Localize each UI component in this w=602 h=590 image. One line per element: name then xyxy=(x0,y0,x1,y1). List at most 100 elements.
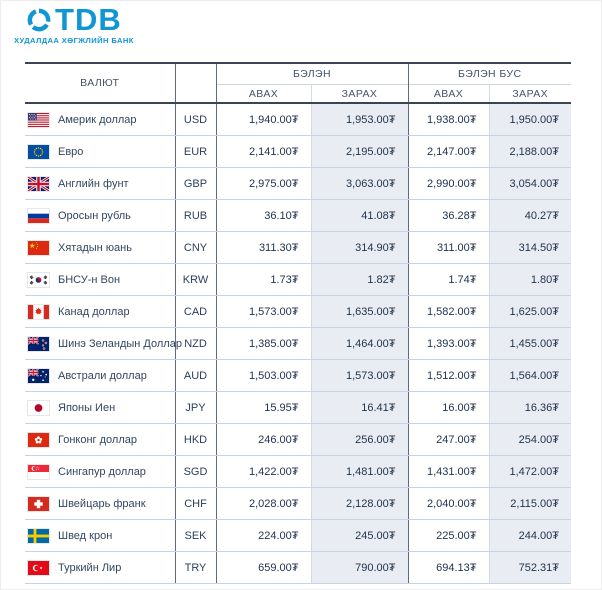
currency-row: Швейцарь франк CHF 2,028.00₮ 2,128.00₮ 2… xyxy=(25,487,572,520)
currency-row: Гонконг доллар HKD 246.00₮ 256.00₮ 247.0… xyxy=(25,423,572,456)
flag-australia-icon xyxy=(28,368,49,383)
cash-buy-rate: 1,385.00₮ xyxy=(216,327,311,360)
noncash-buy-rate: 1,582.00₮ xyxy=(407,295,489,328)
brand-tagline: ХУДАЛДАА ХӨГЖЛИЙН БАНК xyxy=(14,36,134,45)
cash-sell-rate: 1,573.00₮ xyxy=(310,359,408,392)
currency-name: БНСУ-н Вон xyxy=(58,273,121,286)
flag-sweden-icon xyxy=(28,528,49,543)
noncash-buy-rate: 247.00₮ xyxy=(407,423,489,456)
code-column-header xyxy=(174,63,217,103)
noncash-group-header: БЭЛЭН БУС xyxy=(407,63,572,85)
currency-name: Туркийн Лир xyxy=(58,561,122,574)
currency-row: Швед крон SEK 224.00₮ 245.00₮ 225.00₮ 24… xyxy=(25,519,572,552)
currency-row: БНСУ-н Вон KRW 1.73₮ 1.82₮ 1.74₮ 1.80₮ xyxy=(25,263,572,296)
noncash-buy-rate: 1,393.00₮ xyxy=(407,327,489,360)
brand-name: TDB xyxy=(55,2,122,37)
cash-buy-rate: 15.95₮ xyxy=(216,391,311,424)
cash-sell-rate: 245.00₮ xyxy=(310,519,408,552)
currency-name: Евро xyxy=(58,145,84,158)
currency-row: Японы Иен JPY 15.95₮ 16.41₮ 16.00₮ 16.36… xyxy=(25,391,572,424)
noncash-buy-rate: 1,431.00₮ xyxy=(407,455,489,488)
noncash-sell-rate: 3,054.00₮ xyxy=(488,167,572,200)
noncash-buy-rate: 225.00₮ xyxy=(407,519,489,552)
currency-code: TRY xyxy=(174,551,217,584)
cash-sell-rate: 314.90₮ xyxy=(310,231,408,264)
cash-buy-header: АВАХ xyxy=(216,84,311,103)
currency-name: Хятадын юань xyxy=(58,241,132,254)
noncash-sell-rate: 1,564.00₮ xyxy=(488,359,572,392)
currency-row: Шинэ Зеландын Доллар NZD 1,385.00₮ 1,464… xyxy=(25,327,572,360)
flag-switzerland-icon xyxy=(28,496,49,511)
currency-name: Америк доллар xyxy=(58,113,137,126)
cash-buy-rate: 2,028.00₮ xyxy=(216,487,311,520)
cash-sell-rate: 1,635.00₮ xyxy=(310,295,408,328)
noncash-buy-rate: 311.00₮ xyxy=(407,231,489,264)
cash-sell-rate: 1,481.00₮ xyxy=(310,455,408,488)
cash-buy-rate: 224.00₮ xyxy=(216,519,311,552)
currency-code: HKD xyxy=(174,423,217,456)
noncash-sell-rate: 1.80₮ xyxy=(488,263,572,296)
currency-code: AUD xyxy=(174,359,217,392)
currency-row: Америк доллар USD 1,940.00₮ 1,953.00₮ 1,… xyxy=(25,103,572,136)
noncash-sell-rate: 1,472.00₮ xyxy=(488,455,572,488)
table-header: ВАЛЮТ БЭЛЭН БЭЛЭН БУС АВАХ ЗАРАХ АВАХ ЗА… xyxy=(25,63,572,103)
flag-singapore-icon xyxy=(28,464,49,479)
cash-sell-rate: 3,063.00₮ xyxy=(310,167,408,200)
flag-china-icon xyxy=(28,240,49,255)
noncash-sell-rate: 1,950.00₮ xyxy=(488,103,572,136)
currency-row: Английн фунт GBP 2,975.00₮ 3,063.00₮ 2,9… xyxy=(25,167,572,200)
noncash-buy-header: АВАХ xyxy=(407,84,489,103)
noncash-buy-rate: 1,938.00₮ xyxy=(407,103,489,136)
cash-buy-rate: 311.30₮ xyxy=(216,231,311,264)
currency-code: JPY xyxy=(174,391,217,424)
noncash-buy-rate: 2,147.00₮ xyxy=(407,135,489,168)
currency-row: Канад доллар CAD 1,573.00₮ 1,635.00₮ 1,5… xyxy=(25,295,572,328)
rates-table-body: Америк доллар USD 1,940.00₮ 1,953.00₮ 1,… xyxy=(25,103,572,584)
noncash-sell-rate: 2,188.00₮ xyxy=(488,135,572,168)
currency-name: Оросын рубль xyxy=(58,209,131,222)
cash-buy-rate: 1.73₮ xyxy=(216,263,311,296)
currency-row: Туркийн Лир TRY 659.00₮ 790.00₮ 694.13₮ … xyxy=(25,551,572,584)
currency-code: USD xyxy=(174,103,217,136)
noncash-buy-rate: 1,512.00₮ xyxy=(407,359,489,392)
cash-sell-rate: 16.41₮ xyxy=(310,391,408,424)
cash-sell-rate: 1.82₮ xyxy=(310,263,408,296)
cash-sell-header: ЗАРАХ xyxy=(310,84,408,103)
currency-code: CHF xyxy=(174,487,217,520)
noncash-sell-rate: 2,115.00₮ xyxy=(488,487,572,520)
flag-canada-icon xyxy=(28,304,49,319)
cash-buy-rate: 246.00₮ xyxy=(216,423,311,456)
currency-code: CNY xyxy=(174,231,217,264)
flag-new-zealand-icon xyxy=(28,336,49,351)
currency-row: Сингапур доллар SGD 1,422.00₮ 1,481.00₮ … xyxy=(25,455,572,488)
currency-name: Шинэ Зеландын Доллар xyxy=(58,337,182,350)
cash-sell-rate: 1,464.00₮ xyxy=(310,327,408,360)
cash-buy-rate: 659.00₮ xyxy=(216,551,311,584)
currency-code: SGD xyxy=(174,455,217,488)
currency-row: Австрали доллар AUD 1,503.00₮ 1,573.00₮ … xyxy=(25,359,572,392)
noncash-sell-rate: 314.50₮ xyxy=(488,231,572,264)
noncash-sell-rate: 1,625.00₮ xyxy=(488,295,572,328)
cash-buy-rate: 36.10₮ xyxy=(216,199,311,232)
currency-row: Оросын рубль RUB 36.10₮ 41.08₮ 36.28₮ 40… xyxy=(25,199,572,232)
tdb-logo[interactable]: TDB ХУДАЛДАА ХӨГЖЛИЙН БАНК xyxy=(14,2,134,45)
noncash-buy-rate: 36.28₮ xyxy=(407,199,489,232)
currency-name: Швед крон xyxy=(58,529,113,542)
currency-name: Японы Иен xyxy=(58,401,116,414)
noncash-buy-rate: 2,040.00₮ xyxy=(407,487,489,520)
noncash-buy-rate: 694.13₮ xyxy=(407,551,489,584)
currency-code: KRW xyxy=(174,263,217,296)
exchange-rate-table: ВАЛЮТ БЭЛЭН БЭЛЭН БУС АВАХ ЗАРАХ АВАХ ЗА… xyxy=(25,62,572,584)
flag-uk-icon xyxy=(28,176,49,191)
noncash-buy-rate: 1.74₮ xyxy=(407,263,489,296)
cash-sell-rate: 1,953.00₮ xyxy=(310,103,408,136)
cash-sell-rate: 2,128.00₮ xyxy=(310,487,408,520)
cash-buy-rate: 1,503.00₮ xyxy=(216,359,311,392)
currency-code: EUR xyxy=(174,135,217,168)
cash-buy-rate: 2,141.00₮ xyxy=(216,135,311,168)
cash-buy-rate: 2,975.00₮ xyxy=(216,167,311,200)
noncash-sell-rate: 752.31₮ xyxy=(488,551,572,584)
tdb-swirl-icon xyxy=(26,7,52,33)
noncash-buy-rate: 2,990.00₮ xyxy=(407,167,489,200)
